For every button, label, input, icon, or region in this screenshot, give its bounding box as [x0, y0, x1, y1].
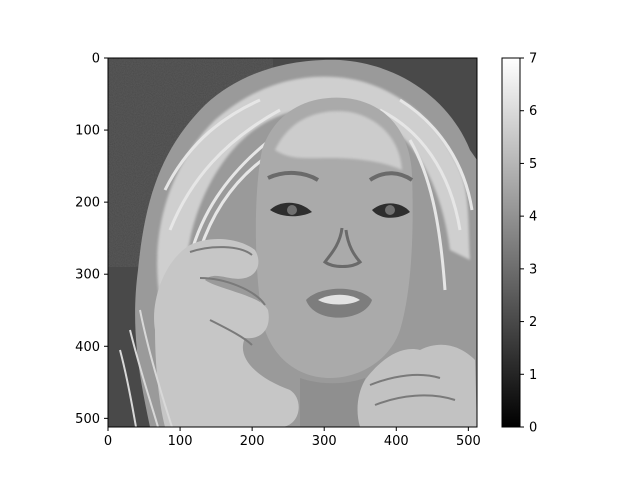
x-tick-label: 200: [240, 434, 265, 449]
y-tick-label: 500: [75, 412, 100, 427]
image-hair-strands-lower: [119, 309, 173, 427]
colorbar-tick-label: 1: [529, 368, 537, 383]
colorbar-tick-label: 4: [529, 210, 537, 225]
y-axis: 0 100 200 300 400 500: [75, 52, 108, 427]
image-hair-strands-left: [163, 98, 321, 281]
x-tick-label: 0: [104, 434, 112, 449]
image-eyes: [267, 171, 414, 218]
image-neck: [300, 378, 372, 427]
image-mouth: [306, 288, 372, 318]
y-tick-label: 100: [75, 124, 100, 139]
colorbar-axis: 0 1 2 3 4 5 6 7: [520, 52, 537, 436]
image-heatmap: [108, 58, 477, 427]
image-nose: [322, 227, 363, 268]
x-tick-label: 100: [168, 434, 193, 449]
image-forehead-highlight: [275, 111, 402, 170]
image-hair-strands-right: [379, 98, 474, 291]
image-left-hand: [154, 238, 299, 427]
y-tick-label: 300: [75, 268, 100, 283]
colorbar-tick-label: 6: [529, 104, 537, 119]
x-tick-label: 500: [456, 434, 481, 449]
colorbar: [501, 57, 521, 428]
y-tick-label: 400: [75, 340, 100, 355]
x-tick-label: 300: [312, 434, 337, 449]
image-left-fingers: [189, 246, 266, 346]
colorbar-tick-label: 3: [529, 262, 537, 277]
image-axes-frame: [107, 57, 478, 428]
colorbar-tick-label: 0: [529, 421, 537, 436]
x-axis: 0 100 200 300 400 500: [104, 427, 481, 449]
image-hair-highlights: [157, 76, 470, 300]
x-tick-label: 400: [384, 434, 409, 449]
colorbar-tick-label: 7: [529, 52, 537, 67]
image-right-fingers: [369, 373, 456, 406]
colorbar-tick-label: 5: [529, 157, 537, 172]
y-tick-label: 0: [92, 52, 100, 67]
image-face: [255, 97, 413, 378]
y-tick-label: 200: [75, 196, 100, 211]
image-right-hand: [357, 344, 477, 427]
colorbar-tick-label: 2: [529, 315, 537, 330]
